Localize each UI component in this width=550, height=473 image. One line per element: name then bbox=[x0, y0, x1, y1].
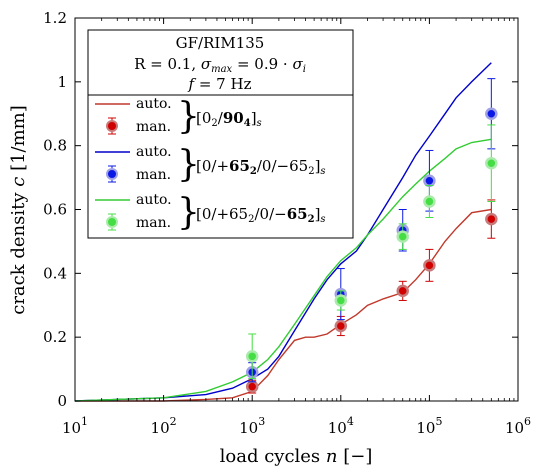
series-red-manual-point bbox=[423, 248, 436, 282]
plot-markers bbox=[245, 78, 498, 394]
x-tick-label: 101 bbox=[62, 415, 88, 437]
series-blue-auto-line bbox=[74, 62, 492, 402]
y-tick-label: 1 bbox=[57, 73, 67, 91]
y-tick-label: 0.2 bbox=[43, 328, 67, 346]
x-axis-ticks: 101 102 103 104 105 106 bbox=[62, 18, 531, 437]
legend-blue-layup: [0/+652/0/−652]s bbox=[196, 157, 326, 177]
series-green-manual-point bbox=[423, 185, 436, 218]
series-red-manual-point bbox=[485, 199, 498, 239]
series-red-manual-point bbox=[334, 315, 348, 337]
series-green-manual-point bbox=[485, 124, 498, 203]
legend-green-brace: } bbox=[177, 192, 200, 233]
series-red-auto-line bbox=[75, 208, 492, 402]
series-green-manual-point bbox=[334, 290, 348, 311]
series-green-manual-point bbox=[396, 223, 409, 250]
x-tick-label: 102 bbox=[151, 415, 177, 437]
legend: GF/RIM135 R = 0.1, σmax = 0.9 · σi f = 7… bbox=[87, 29, 354, 239]
y-tick-label: 1.2 bbox=[43, 9, 67, 27]
y-axis-ticks: 0 0.2 0.4 0.6 0.8 1 1.2 bbox=[43, 9, 518, 410]
series-green-manual-point bbox=[245, 333, 259, 380]
y-tick-label: 0.8 bbox=[43, 137, 67, 155]
legend-blue-marker bbox=[106, 168, 118, 180]
y-tick-label: 0 bbox=[57, 392, 67, 410]
legend-green-auto-label: auto. bbox=[136, 192, 172, 208]
legend-red-layup: [02/904]s bbox=[196, 109, 262, 129]
legend-blue-auto-label: auto. bbox=[136, 144, 172, 160]
legend-green-layup: [0/+652/0/−652]s bbox=[196, 205, 326, 225]
legend-blue-brace: } bbox=[177, 144, 200, 185]
legend-green-man-label: man. bbox=[136, 215, 171, 231]
y-tick-label: 0.4 bbox=[43, 264, 67, 282]
legend-red-brace: } bbox=[177, 96, 200, 137]
legend-blue-man-label: man. bbox=[136, 167, 171, 183]
legend-header-frequency: f = 7 Hz bbox=[188, 75, 252, 93]
series-red-manual-point bbox=[396, 280, 409, 301]
legend-red-man-label: man. bbox=[136, 119, 171, 135]
legend-red-marker bbox=[106, 120, 118, 132]
x-axis-label: load cycles n [−] bbox=[220, 446, 373, 467]
legend-green-marker bbox=[106, 216, 118, 228]
y-axis-label: crack density c [1/mm] bbox=[8, 105, 29, 315]
x-tick-label: 103 bbox=[239, 415, 265, 437]
legend-box bbox=[87, 29, 354, 239]
x-tick-label: 104 bbox=[328, 415, 354, 437]
x-tick-label: 105 bbox=[416, 415, 442, 437]
series-green-auto-line bbox=[74, 138, 492, 402]
legend-header-params: R = 0.1, σmax = 0.9 · σi bbox=[134, 55, 306, 75]
plot-lines bbox=[74, 62, 492, 402]
legend-red-auto-label: auto. bbox=[136, 96, 172, 112]
y-tick-label: 0.6 bbox=[43, 201, 67, 219]
legend-header-title: GF/RIM135 bbox=[176, 34, 265, 52]
x-tick-label: 106 bbox=[505, 415, 531, 437]
